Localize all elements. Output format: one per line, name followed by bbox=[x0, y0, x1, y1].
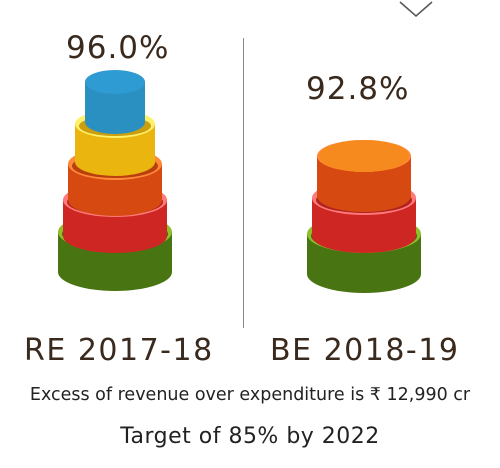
cylinder-1-tier-4-body bbox=[75, 124, 155, 176]
category-label-re-2017-18: RE 2017-18 bbox=[24, 333, 214, 368]
value-label-re-2017-18: 96.0% bbox=[66, 30, 170, 66]
target-note: Target of 85% by 2022 bbox=[120, 424, 380, 449]
cylinder-2-tier-4 bbox=[319, 140, 409, 172]
column-divider bbox=[243, 38, 244, 328]
value-label-be-2018-19: 92.8% bbox=[306, 71, 410, 107]
cylinder-2-tier-3-body bbox=[317, 156, 411, 212]
chevron-down-icon bbox=[399, 1, 433, 17]
cylinder-1-top-face bbox=[86, 71, 144, 93]
surplus-note: Excess of revenue over expenditure is ₹ … bbox=[29, 385, 471, 405]
cylinder-1-tier-5-body bbox=[85, 82, 145, 134]
category-label-be-2018-19: BE 2018-19 bbox=[270, 333, 460, 368]
cylinder-2-top-face bbox=[320, 141, 408, 171]
cylinder-1-tier-5 bbox=[85, 70, 145, 134]
